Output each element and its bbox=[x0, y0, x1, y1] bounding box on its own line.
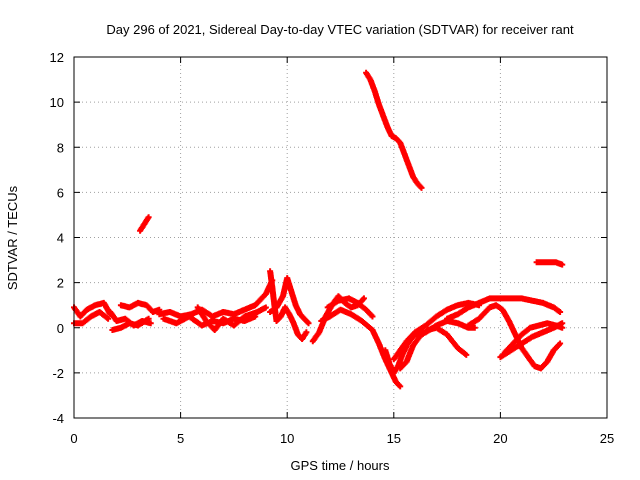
y-tick-label: 10 bbox=[50, 95, 64, 110]
y-tick-label: -2 bbox=[52, 366, 64, 381]
data-points bbox=[363, 69, 425, 191]
data-points bbox=[137, 214, 152, 234]
y-tick-label: 0 bbox=[57, 321, 64, 336]
series-arc-6 bbox=[137, 214, 152, 234]
data-points bbox=[397, 324, 470, 372]
series-arc-13 bbox=[318, 306, 404, 390]
y-tick-label: -4 bbox=[52, 411, 64, 426]
y-tick-label: 8 bbox=[57, 140, 64, 155]
data-points bbox=[318, 306, 404, 390]
series-arc-9 bbox=[194, 304, 269, 333]
y-tick-label: 2 bbox=[57, 276, 64, 291]
data-points bbox=[109, 315, 152, 333]
data-points bbox=[324, 295, 376, 320]
data-points bbox=[267, 275, 312, 327]
data-points bbox=[533, 259, 566, 268]
y-tick-label: 12 bbox=[50, 50, 64, 65]
series-arc-20 bbox=[465, 302, 564, 372]
data-points bbox=[117, 299, 163, 315]
x-tick-label: 25 bbox=[600, 431, 614, 446]
series-arc-18 bbox=[397, 324, 470, 372]
series-arc-15 bbox=[363, 69, 425, 191]
x-tick-label: 20 bbox=[493, 431, 507, 446]
y-tick-label: 4 bbox=[57, 231, 64, 246]
y-axis-label: SDTVAR / TECUs bbox=[5, 185, 20, 290]
data-points bbox=[444, 295, 564, 322]
series-arc-23 bbox=[533, 259, 566, 268]
series-arc-8 bbox=[160, 313, 259, 329]
series-arc-22 bbox=[501, 320, 566, 356]
grid-lines bbox=[74, 57, 607, 418]
series-arc-4 bbox=[109, 315, 152, 333]
series-arc-14 bbox=[324, 295, 376, 320]
x-tick-label: 15 bbox=[387, 431, 401, 446]
x-axis-label: GPS time / hours bbox=[291, 458, 390, 473]
x-tick-label: 10 bbox=[280, 431, 294, 446]
data-points bbox=[194, 304, 269, 333]
data-points bbox=[160, 313, 259, 329]
series-arc-5 bbox=[117, 299, 163, 315]
y-tick-label: 6 bbox=[57, 185, 64, 200]
data-points bbox=[465, 302, 564, 372]
chart-title: Day 296 of 2021, Sidereal Day-to-day VTE… bbox=[106, 22, 574, 37]
series-arc-19 bbox=[444, 295, 564, 322]
series-arc-17 bbox=[390, 299, 483, 363]
data-series bbox=[71, 69, 566, 390]
data-points bbox=[501, 320, 566, 356]
series-arc-11 bbox=[267, 275, 312, 327]
x-tick-label: 0 bbox=[70, 431, 77, 446]
plot-frame bbox=[73, 56, 608, 419]
axis-ticks: 0 5 10 15 20 25 -4 -2 0 2 4 6 8 10 12 bbox=[50, 50, 615, 446]
x-tick-label: 5 bbox=[177, 431, 184, 446]
data-points bbox=[390, 299, 483, 363]
